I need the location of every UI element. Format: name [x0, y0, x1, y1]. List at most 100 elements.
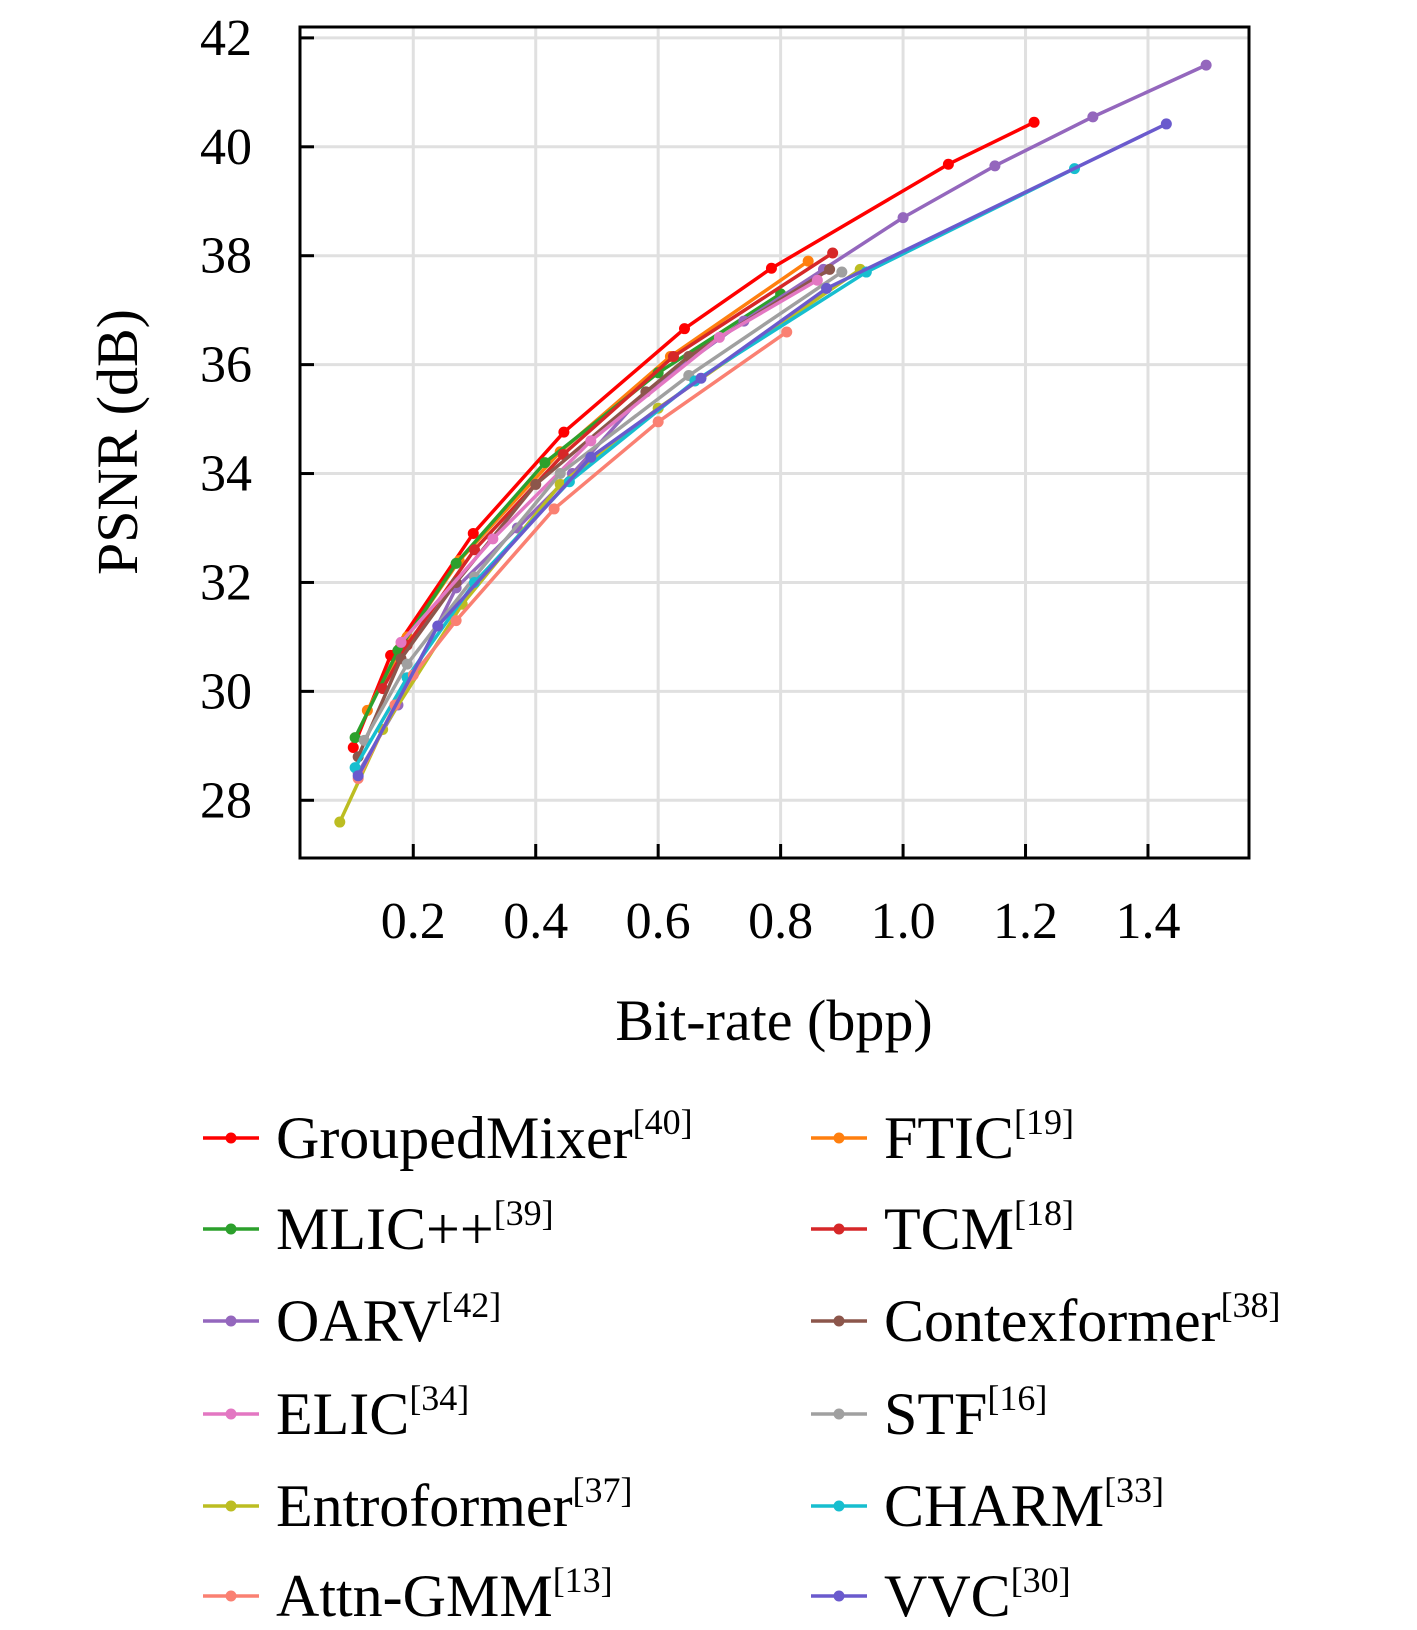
legend-reference: [18]	[1014, 1193, 1074, 1233]
y-tick-label: 38	[200, 228, 252, 285]
legend-reference: [19]	[1014, 1102, 1074, 1142]
x-tick-label: 0.4	[503, 893, 568, 950]
legend-reference: [33]	[1104, 1470, 1164, 1510]
y-tick-label: 34	[200, 446, 252, 503]
series-line	[353, 167, 1076, 769]
series-line	[338, 267, 862, 823]
data-point	[652, 416, 664, 428]
legend-label: Attn-GMM[13]	[276, 1560, 613, 1625]
data-point	[678, 323, 690, 335]
plot-frame	[298, 25, 1251, 860]
legend-swatch-marker	[225, 1500, 237, 1512]
data-point	[781, 326, 793, 338]
series-line	[362, 270, 843, 742]
legend-label: OARV[42]	[276, 1285, 501, 1354]
data-point	[358, 734, 370, 746]
legend: GroupedMixer[40] FTIC[19] MLIC++[39] TCM[18…	[203, 1102, 1281, 1629]
legend-entry: Attn-GMM[13]	[203, 1560, 613, 1629]
data-point	[585, 435, 597, 447]
y-tick-label: 36	[200, 337, 252, 394]
data-point	[349, 732, 361, 744]
data-point	[802, 255, 814, 267]
legend-reference: [37]	[573, 1470, 633, 1510]
data-point	[811, 274, 823, 286]
data-point	[468, 544, 480, 556]
legend-label: VVC[30]	[884, 1560, 1071, 1625]
data-point	[432, 620, 444, 632]
legend-swatch-marker	[833, 1132, 845, 1144]
legend-reference: [16]	[987, 1378, 1047, 1418]
data-point	[821, 282, 833, 294]
series-line	[353, 292, 782, 739]
data-point	[1028, 116, 1040, 128]
legend-entry: VVC[30]	[811, 1560, 1071, 1629]
data-point	[401, 658, 413, 670]
data-point	[585, 451, 597, 463]
series-line	[351, 120, 1035, 749]
series-lines	[334, 59, 1212, 828]
series-line	[356, 330, 788, 780]
data-point	[554, 468, 566, 480]
legend-swatch-marker	[833, 1590, 845, 1602]
series-oarv	[352, 59, 1212, 779]
legend-label: CHARM[33]	[884, 1470, 1164, 1539]
legend-label: Entroformer[37]	[276, 1470, 633, 1539]
legend-swatch-marker	[833, 1408, 845, 1420]
legend-swatch-marker	[833, 1223, 845, 1235]
x-tick-label: 0.2	[381, 893, 446, 950]
legend-entry: TCM[18]	[811, 1193, 1074, 1262]
data-point	[450, 615, 462, 627]
series-elic	[395, 274, 823, 648]
legend-swatch-marker	[225, 1315, 237, 1327]
series-attn-gmm	[352, 326, 793, 784]
y-tick-label: 30	[200, 663, 252, 720]
y-tick-label: 28	[200, 772, 252, 829]
legend-reference: [13]	[553, 1560, 613, 1600]
legend-reference: [39]	[494, 1193, 554, 1233]
legend-reference: [34]	[409, 1378, 469, 1418]
legend-entry: OARV[42]	[203, 1285, 501, 1354]
legend-label: TCM[18]	[884, 1193, 1074, 1262]
legend-entry: ELIC[34]	[203, 1378, 469, 1447]
series-stf	[358, 266, 848, 746]
data-point	[765, 262, 777, 274]
x-tick-label: 1.2	[993, 893, 1058, 950]
data-point	[713, 331, 725, 343]
legend-entry: Contexformer[38]	[811, 1285, 1281, 1354]
data-point	[827, 247, 839, 259]
data-point	[836, 266, 848, 278]
data-point	[468, 576, 480, 588]
data-point	[942, 158, 954, 170]
data-point	[347, 741, 359, 753]
y-tick-label: 32	[200, 554, 252, 611]
legend-swatch-marker	[833, 1500, 845, 1512]
series-line	[381, 251, 834, 690]
data-point	[1200, 59, 1212, 71]
legend-label: FTIC[19]	[884, 1102, 1074, 1171]
legend-label: MLIC++[39]	[276, 1193, 554, 1262]
data-point	[467, 527, 479, 539]
data-point	[395, 636, 407, 648]
data-point	[539, 457, 551, 469]
grid	[300, 27, 1249, 858]
legend-swatch-marker	[225, 1408, 237, 1420]
data-point	[695, 372, 707, 384]
data-point	[334, 816, 346, 828]
legend-entry: FTIC[19]	[811, 1102, 1074, 1171]
axis-ticks: 0.2 0.4 0.6 0.8 1.0 1.2 1.4 28 30 32 34 36 38 40 42	[200, 10, 1180, 950]
legend-label: STF[16]	[884, 1378, 1047, 1447]
series-line	[356, 267, 831, 758]
data-point	[530, 478, 542, 490]
y-tick-label: 40	[200, 119, 252, 176]
legend-reference: [38]	[1221, 1285, 1281, 1325]
data-point	[352, 770, 364, 782]
legend-swatch-marker	[225, 1223, 237, 1235]
x-tick-label: 0.8	[748, 893, 813, 950]
legend-entry: GroupedMixer[40]	[203, 1102, 693, 1171]
data-point	[487, 533, 499, 545]
series-vvc	[352, 118, 1172, 782]
legend-reference: [42]	[441, 1285, 501, 1325]
legend-entry: MLIC++[39]	[203, 1193, 554, 1262]
x-axis-label: Bit-rate (bpp)	[615, 988, 932, 1053]
legend-entry: CHARM[33]	[811, 1470, 1164, 1539]
